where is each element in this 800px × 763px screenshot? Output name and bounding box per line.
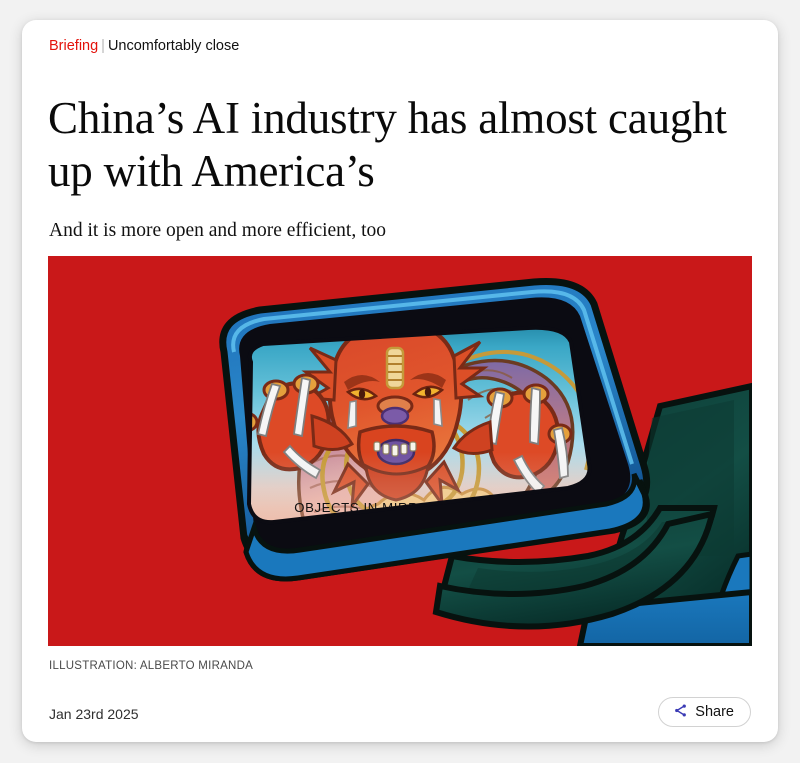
- dragon-nose: [380, 406, 410, 426]
- breadcrumb: Briefing | Uncomfortably close: [49, 38, 239, 54]
- breadcrumb-section-link[interactable]: Briefing: [49, 38, 99, 54]
- publish-date: Jan 23rd 2025: [49, 706, 139, 722]
- article-card: Briefing | Uncomfortably close China’s AI …: [22, 20, 778, 742]
- mirror-bottom-band: [243, 472, 648, 582]
- share-icon: [673, 703, 688, 721]
- share-button-label: Share: [695, 704, 734, 720]
- standfirst: And it is more open and more efficient, …: [49, 219, 387, 241]
- breadcrumb-rubric: Uncomfortably close: [107, 38, 240, 54]
- dragon-eyes: [345, 385, 445, 401]
- mirror-arm-joint: [432, 510, 716, 630]
- article-illustration: OBJECTS IN MIRROR ARE CLOSER THAN THEY A…: [48, 256, 752, 646]
- dragon-mirror-illustration: OBJECTS IN MIRROR ARE CLOSER THAN THEY A…: [48, 256, 752, 646]
- breadcrumb-separator: |: [101, 38, 105, 54]
- mirror-glass: OBJECTS IN MIRROR ARE CLOSER THAN THEY A…: [249, 327, 590, 523]
- share-button[interactable]: Share: [658, 697, 751, 727]
- mirror-glass-outline: [246, 325, 592, 525]
- page-title: China’s AI industry has almost caught up…: [48, 93, 727, 196]
- dragon-tusks: [347, 398, 443, 430]
- illustration-credit: ILLUSTRATION: ALBERTO MIRANDA: [49, 660, 254, 672]
